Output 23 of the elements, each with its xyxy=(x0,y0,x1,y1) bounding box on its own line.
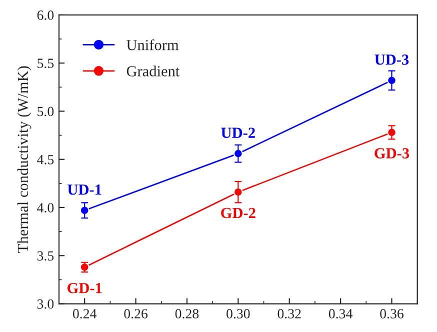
x-tick-label: 0.30 xyxy=(226,309,250,318)
annotation: UD-1 xyxy=(68,184,102,195)
x-tick-label: 0.32 xyxy=(278,309,301,318)
x-tick-label: 0.34 xyxy=(328,309,352,318)
x-tick-label: 0.28 xyxy=(175,309,199,318)
y-tick-label: 5.5 xyxy=(38,58,54,68)
annotation: GD-2 xyxy=(221,208,256,218)
annotation: GD-3 xyxy=(374,148,410,158)
legend-label: Uniform xyxy=(126,39,179,50)
x-tick-label: 0.36 xyxy=(380,309,404,318)
x-tick-label: 0.26 xyxy=(124,309,148,318)
y-tick-label: 4.5 xyxy=(37,155,54,164)
y-tick-label: 3.5 xyxy=(37,251,54,261)
y-tick-label: 3.0 xyxy=(37,299,54,309)
legend-label: Gradient xyxy=(126,66,180,76)
y-tick-label: 4.0 xyxy=(37,203,54,213)
y-tick-label: 5.0 xyxy=(38,106,54,116)
x-tick-label: 0.24 xyxy=(72,309,97,318)
y-tick-label: 6.0 xyxy=(37,10,54,20)
annotation: UD-3 xyxy=(374,54,409,65)
annotation: UD-2 xyxy=(221,128,255,138)
y-axis-title: Thermal conductivity (W/mK) xyxy=(17,66,32,253)
annotation: GD-1 xyxy=(68,282,102,294)
